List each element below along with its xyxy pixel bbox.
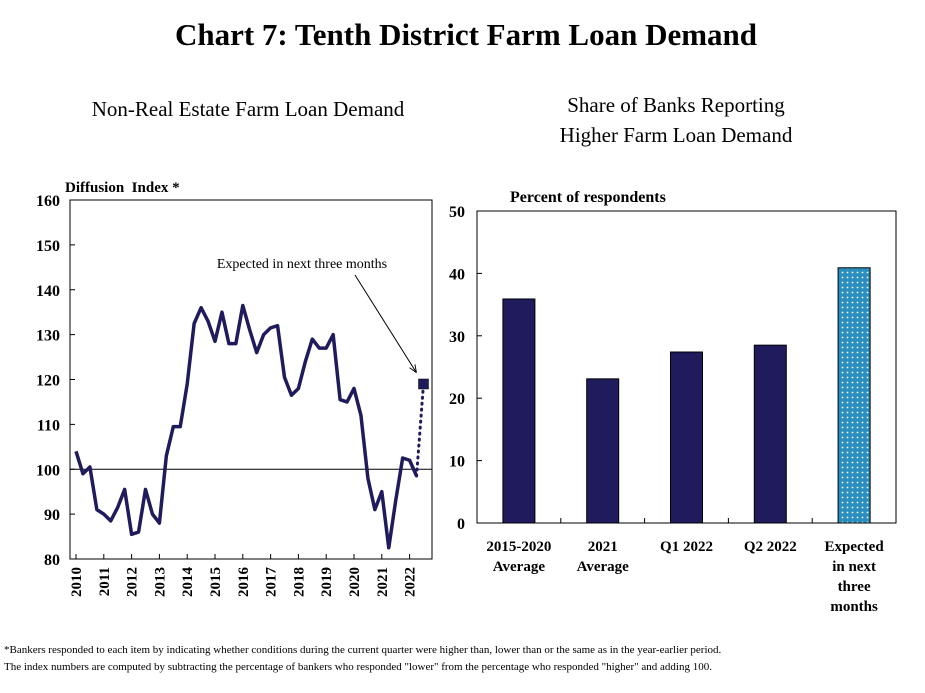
x-tick-label: 2018 [291,567,307,597]
x-tick-label: 2021 Average [577,539,630,575]
bar [586,378,620,524]
x-tick-label: Expected in next three months [825,539,885,615]
y-tick-label: 140 [36,283,60,300]
y-tick-label: 20 [449,391,465,408]
y-tick-label: 150 [36,238,60,255]
y-tick-label: 40 [449,266,465,283]
y-tick-label: 0 [457,516,465,533]
x-tick-label: 2020 [347,567,363,597]
footnote: The index numbers are computed by subtra… [4,661,712,673]
y-tick-label: 90 [44,507,60,524]
y-tick-label: 80 [44,552,60,569]
y-tick-label: 160 [36,193,60,210]
x-tick-label: 2017 [264,567,280,598]
x-tick-label: 2011 [97,567,113,596]
y-tick-label: 50 [449,204,465,221]
x-tick-label: 2015 [208,567,224,597]
annotation: Expected in next three months [217,257,387,272]
bar [502,298,536,524]
y-axis-label: Percent of respondents [510,189,666,206]
x-tick-label: 2014 [180,567,196,598]
x-tick-label: 2013 [152,567,168,597]
y-tick-label: 30 [449,329,465,346]
y-axis-label: Diffusion Index * [65,180,180,196]
x-tick-label: Q2 2022 [744,539,797,555]
bar [670,351,703,524]
x-tick-label: 2016 [236,567,252,598]
panel-title: Non-Real Estate Farm Loan Demand [92,97,405,121]
bar [753,344,787,524]
panel-title: Share of Banks Reporting Higher Farm Loan… [560,93,793,147]
x-tick-label: 2012 [125,567,141,597]
footnote: *Bankers responded to each item by indic… [4,644,722,656]
y-tick-label: 110 [37,417,60,434]
x-tick-label: 2021 [375,567,391,597]
x-tick-label: 2015-2020 Average [486,539,551,575]
x-tick-label: 2010 [69,567,85,597]
bar [837,267,871,524]
y-tick-label: 100 [36,462,60,479]
x-tick-label: Q1 2022 [660,539,713,555]
expected-connector [415,382,425,478]
y-tick-label: 10 [449,454,465,471]
chart-title: Chart 7: Tenth District Farm Loan Demand [175,17,757,52]
y-tick-label: 120 [36,373,60,390]
data-line [74,303,419,550]
expected-point [418,378,429,390]
y-tick-label: 130 [36,328,60,345]
x-tick-label: 2022 [403,567,419,597]
x-tick-label: 2019 [319,567,335,597]
annotation-arrow [354,274,416,372]
